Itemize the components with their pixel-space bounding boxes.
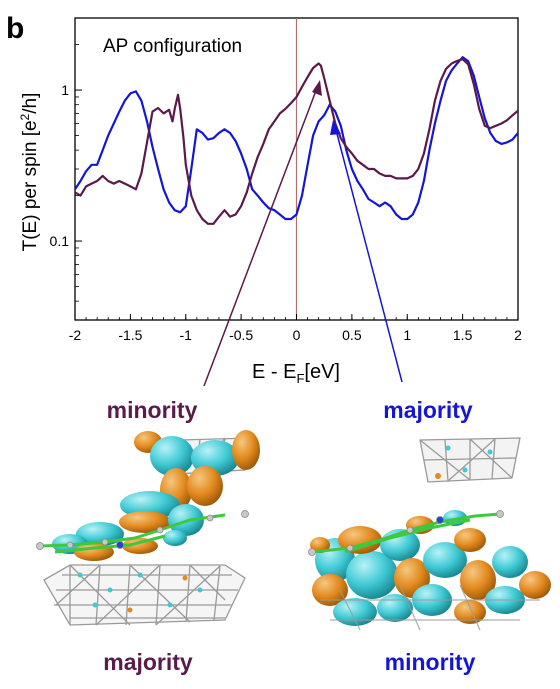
x-tick-label: -0.5 (229, 327, 253, 343)
chart-title: AP configuration (103, 36, 242, 57)
molecular-orbital-left (36, 430, 260, 626)
y-axis-ticks: 0.11 (50, 17, 82, 321)
right-tip-dots (435, 445, 493, 479)
label-majority-top: majority (383, 397, 473, 423)
majority-arrowhead (330, 120, 341, 135)
x-tick-label: 2 (514, 327, 522, 343)
y-tick-label: 0.1 (50, 233, 70, 249)
left-atoms (36, 510, 249, 550)
series-group (75, 56, 518, 225)
right-atoms (308, 510, 504, 556)
molecular-orbital-right (308, 437, 551, 631)
series-minority-line (75, 58, 518, 225)
x-tick-label: 0.5 (342, 327, 362, 343)
minority-arrowhead (312, 80, 322, 96)
right-lattice-lines (320, 584, 540, 631)
x-axis-ticks: -2 -1.5 -1 -0.5 0 0.5 1 1.5 2 (69, 314, 522, 343)
right-tip-cluster (419, 437, 521, 483)
minority-pointer-arrow (203, 87, 318, 387)
x-tick-label: -2 (69, 327, 82, 343)
x-axis-label: E - EF[eV] (252, 361, 340, 386)
left-lattice-dots (77, 572, 203, 613)
right-lobes (310, 510, 551, 626)
left-lobes (52, 430, 260, 561)
x-tick-label: 0 (293, 327, 301, 343)
panel-letter: b (6, 12, 24, 45)
label-majority-bottom: majority (103, 649, 193, 675)
y-axis-label: T(E) per spin [e2/h] (18, 93, 41, 252)
x-tick-label: -1.5 (118, 327, 142, 343)
x-tick-label: -1 (180, 327, 193, 343)
y-tick-label: 1 (61, 82, 69, 98)
x-tick-label: 1.5 (453, 327, 473, 343)
label-minority-bottom: minority (385, 649, 476, 675)
left-metal-lattice (43, 564, 246, 626)
majority-pointer-arrow (335, 129, 403, 383)
label-minority-top: minority (107, 397, 198, 423)
x-tick-label: 1 (403, 327, 411, 343)
